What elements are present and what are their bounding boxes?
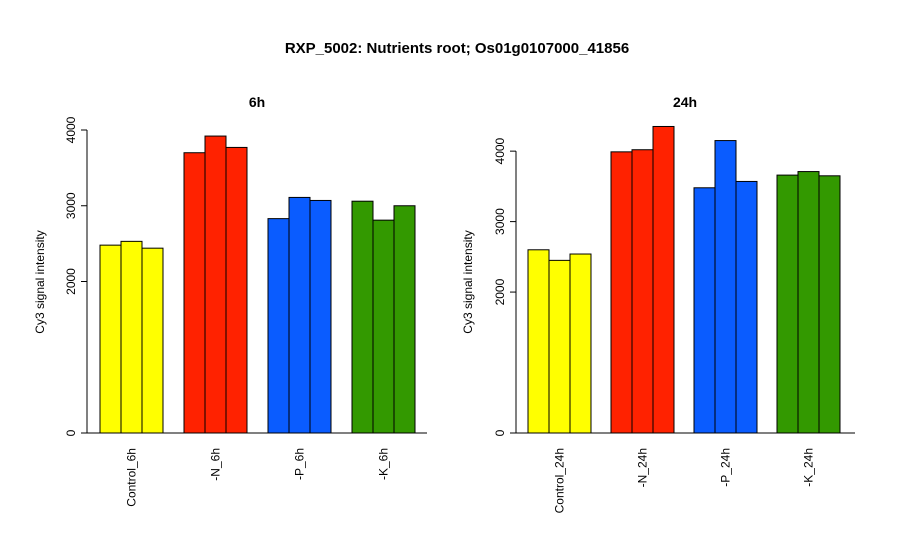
- bar: [267, 218, 290, 434]
- bar: [714, 140, 737, 434]
- bar: [569, 253, 592, 434]
- x-tick-label: -K_24h: [802, 448, 816, 487]
- axes: Control_6h -N_6h -P_6h -K_6h 0 2000 3000 4000: [64, 116, 427, 507]
- y-tick-label: 4000: [493, 137, 507, 164]
- x-tick-label: Control_24h: [553, 448, 567, 513]
- bar: [652, 125, 675, 434]
- bar: [818, 175, 841, 434]
- y-tick-label: 3000: [493, 208, 507, 235]
- bar: [735, 180, 758, 434]
- bar: [797, 171, 820, 434]
- bar-group: [527, 125, 841, 434]
- bar: [183, 152, 206, 434]
- bar: [776, 174, 799, 434]
- bar: [527, 249, 550, 434]
- bar: [309, 199, 332, 434]
- bar: [393, 205, 416, 434]
- y-tick-label: 2000: [64, 268, 78, 295]
- bar: [372, 219, 395, 434]
- x-tick-label: -P_24h: [719, 448, 733, 487]
- bar: [610, 151, 633, 434]
- y-tick-label: 0: [493, 429, 507, 436]
- y-tick-label: 0: [64, 429, 78, 436]
- bar: [120, 240, 143, 434]
- panel-title: 6h: [249, 94, 265, 110]
- bar: [288, 196, 311, 434]
- y-tick-label: 4000: [64, 116, 78, 143]
- x-tick-label: -P_6h: [293, 448, 307, 480]
- bar: [351, 200, 374, 434]
- figure-title: RXP_5002: Nutrients root; Os01g0107000_4…: [285, 40, 629, 57]
- bar: [225, 146, 248, 434]
- y-axis-label: Cy3 signal intensity: [33, 230, 47, 333]
- bar: [204, 135, 227, 434]
- y-tick-label: 3000: [64, 192, 78, 219]
- bar: [548, 259, 571, 434]
- panel-6h: 6h Cy3 signal intensity Control_6h -N_6h -…: [33, 94, 427, 507]
- x-tick-label: -N_24h: [636, 448, 650, 487]
- y-tick-label: 2000: [493, 278, 507, 305]
- bar: [631, 149, 654, 434]
- bar: [99, 244, 122, 434]
- x-tick-label: -N_6h: [209, 448, 223, 481]
- bar: [141, 247, 164, 434]
- y-axis-label: Cy3 signal intensity: [461, 230, 475, 333]
- panel-24h: 24h Cy3 signal intensity Control_24h -N_2…: [461, 94, 855, 513]
- bar-group: [99, 135, 416, 434]
- panel-title: 24h: [673, 94, 697, 110]
- axes: Control_24h -N_24h -P_24h -K_24h 0 2000 3000 40…: [493, 137, 855, 513]
- x-tick-label: Control_6h: [125, 448, 139, 507]
- bar: [693, 187, 716, 434]
- x-tick-label: -K_6h: [377, 448, 391, 480]
